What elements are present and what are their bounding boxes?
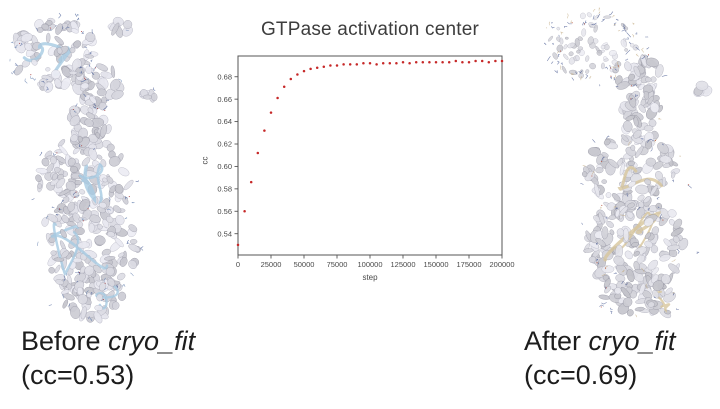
svg-text:175000: 175000 <box>456 260 481 269</box>
svg-text:100000: 100000 <box>357 260 382 269</box>
cc-chart: GTPase activation center 0 25000 50000 7500… <box>200 10 520 305</box>
svg-text:0.60: 0.60 <box>217 162 232 171</box>
svg-text:0.56: 0.56 <box>217 207 232 216</box>
after-caption-cc: (cc=0.69) <box>524 360 638 390</box>
after-caption: After cryo_fit (cc=0.69) <box>524 324 676 392</box>
svg-text:0.54: 0.54 <box>217 229 232 238</box>
svg-text:75000: 75000 <box>327 260 348 269</box>
svg-text:0.68: 0.68 <box>217 72 232 81</box>
after-structure-image <box>544 6 713 319</box>
svg-text:0: 0 <box>236 260 240 269</box>
svg-text:125000: 125000 <box>390 260 415 269</box>
y-axis-label: cc <box>200 156 210 165</box>
before-caption-italic: cryo_fit <box>108 326 196 356</box>
svg-text:25000: 25000 <box>261 260 282 269</box>
svg-text:0.66: 0.66 <box>217 95 232 104</box>
before-caption-line1: Before cryo_fit <box>21 324 195 358</box>
svg-text:200000: 200000 <box>489 260 514 269</box>
before-structure-image <box>9 12 158 324</box>
before-caption-prefix: Before <box>21 326 109 356</box>
svg-text:0.62: 0.62 <box>217 140 232 149</box>
cc-plot: 0 25000 50000 75000 100000 125000 150000 175000… <box>217 55 515 269</box>
before-caption: Before cryo_fit (cc=0.53) <box>21 324 195 392</box>
svg-text:0.64: 0.64 <box>217 117 232 126</box>
after-caption-italic: cryo_fit <box>588 326 676 356</box>
svg-text:150000: 150000 <box>423 260 448 269</box>
chart-title: GTPase activation center <box>260 19 480 40</box>
before-caption-cc: (cc=0.53) <box>21 360 135 390</box>
svg-text:0.58: 0.58 <box>217 184 232 193</box>
after-caption-line1: After cryo_fit <box>524 324 676 358</box>
after-caption-prefix: After <box>524 326 589 356</box>
svg-text:50000: 50000 <box>294 260 315 269</box>
x-axis-label: step <box>362 273 378 282</box>
